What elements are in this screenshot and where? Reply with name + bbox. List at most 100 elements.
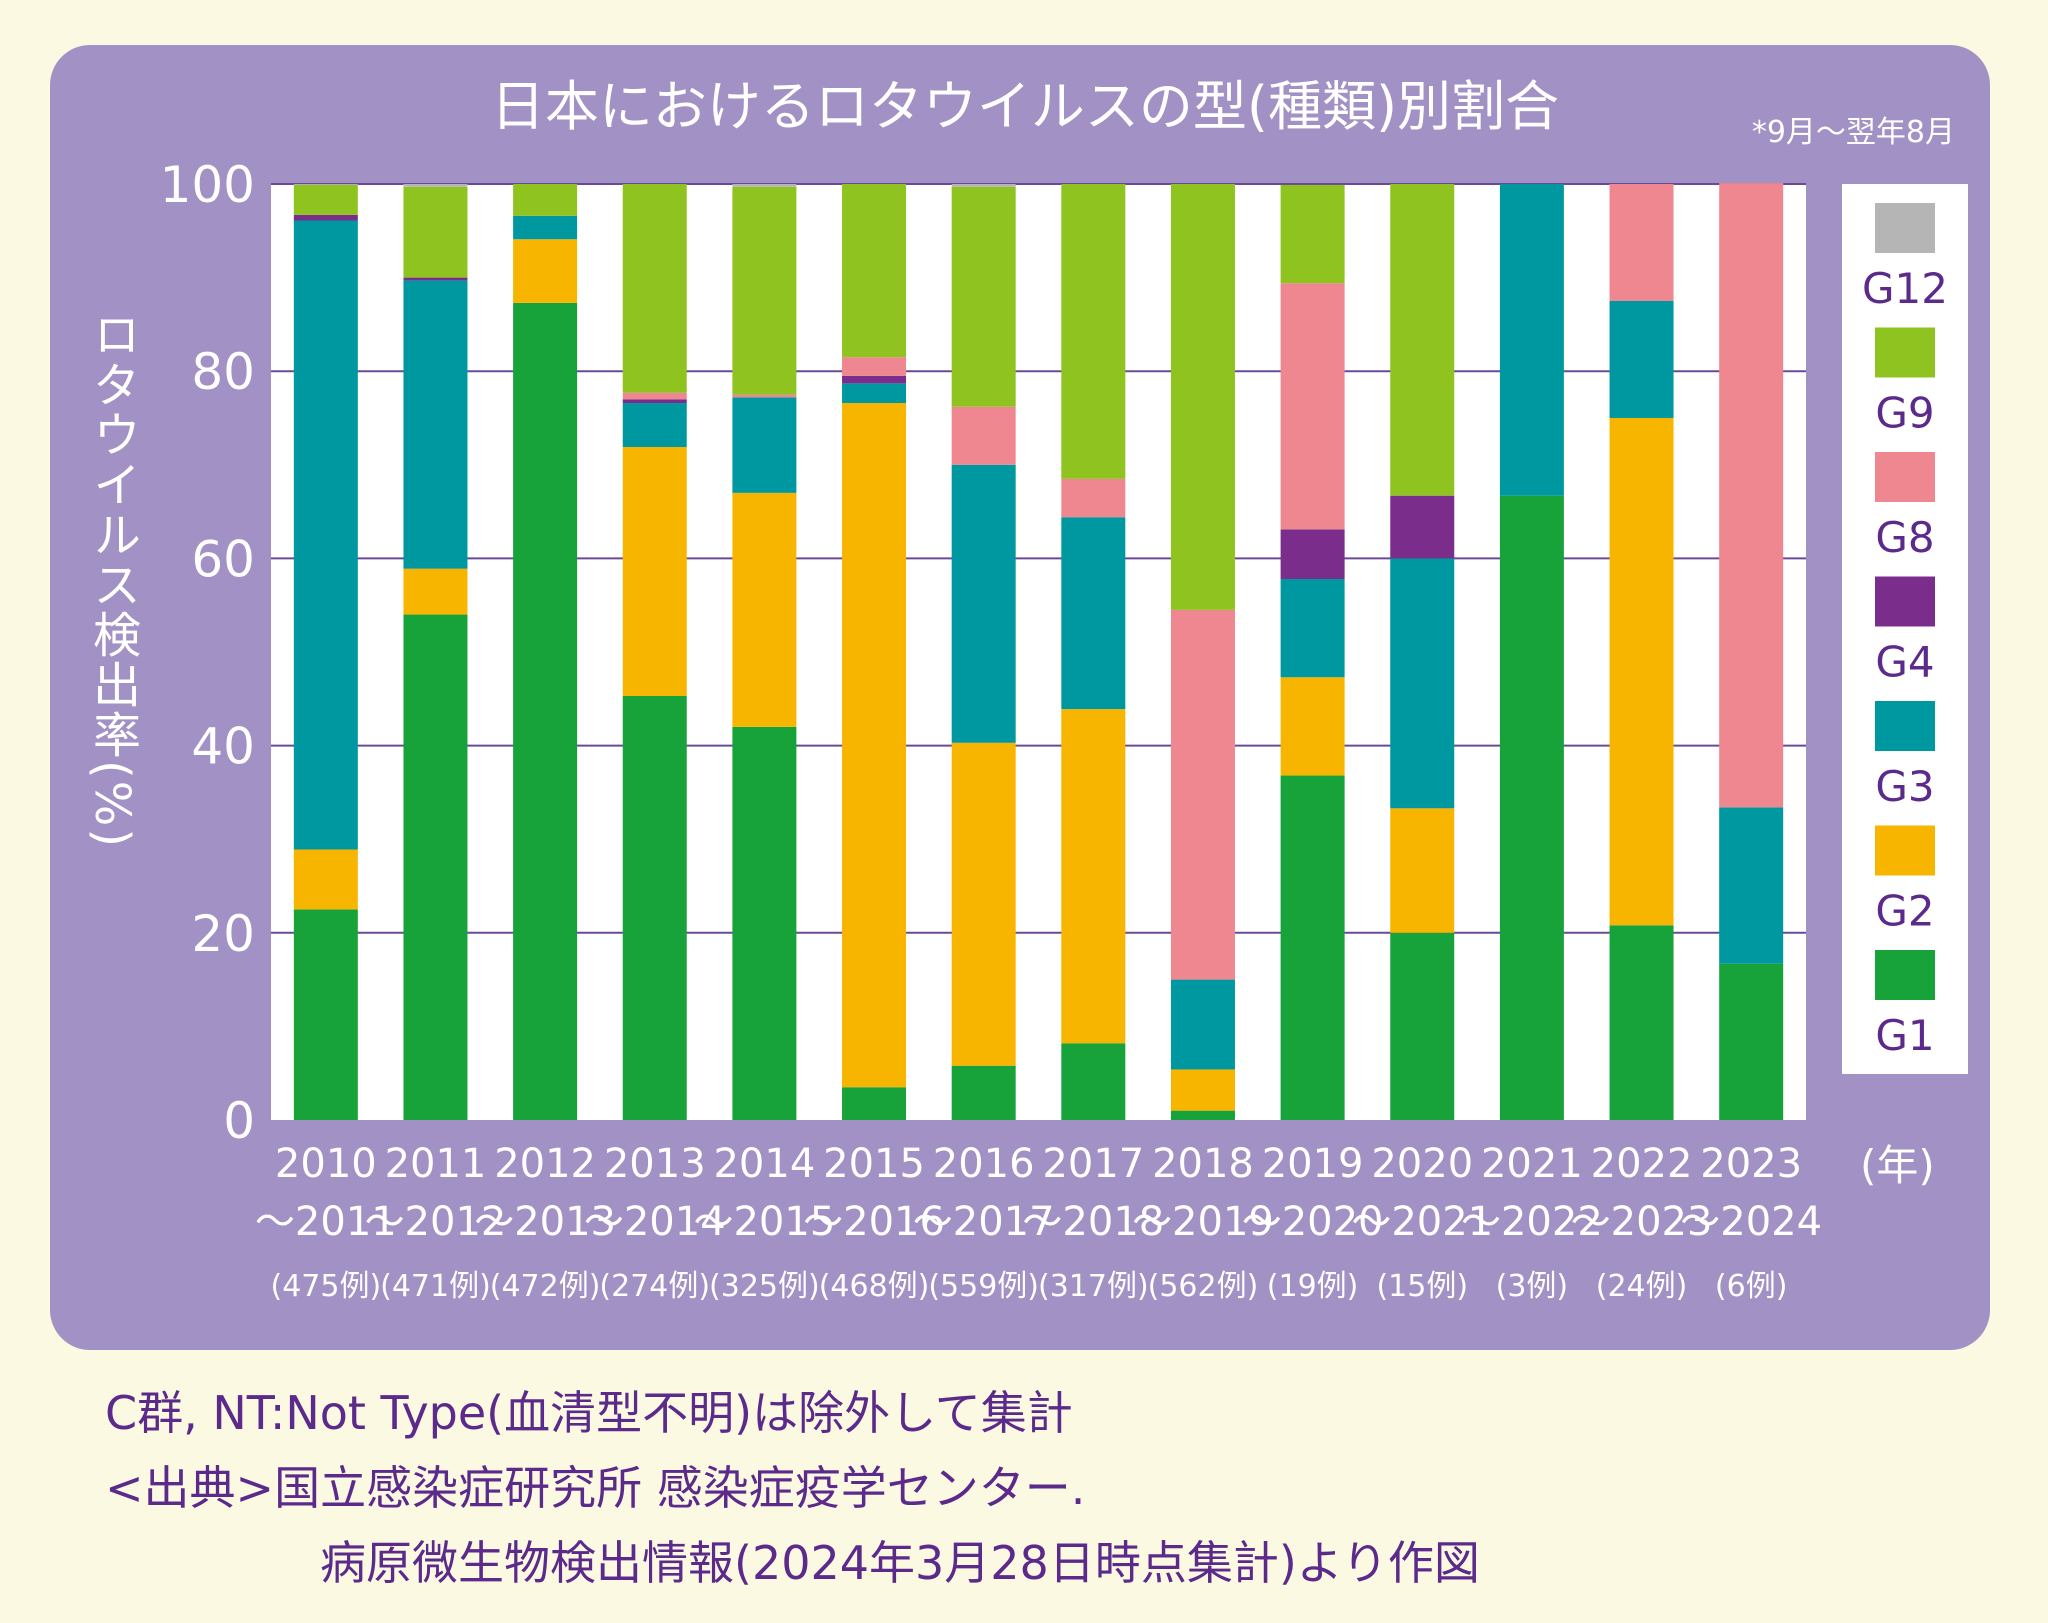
bar-2022-g1 bbox=[1609, 925, 1674, 1120]
x-tick-year-2018: 2018 bbox=[1152, 1141, 1254, 1187]
bar-2015-g1 bbox=[842, 1087, 907, 1120]
bar-2013-g2 bbox=[622, 447, 687, 696]
bar-2013-g9 bbox=[622, 184, 687, 393]
bar-2015-g2 bbox=[842, 403, 907, 1088]
x-tick-year-2013: 2013 bbox=[604, 1141, 706, 1187]
bar-2013-g8 bbox=[622, 392, 687, 400]
x-tick-labels: 2010 〜2011 (475例) 2011 〜2012 (471例) 2012 〜2013 (… bbox=[255, 1141, 1822, 1304]
bar-2016-g2 bbox=[951, 742, 1016, 1066]
x-tick-year-2022: 2022 bbox=[1591, 1141, 1693, 1187]
bars bbox=[293, 183, 1784, 1120]
bar-2010-g9 bbox=[293, 184, 358, 215]
x-tick-range-2010: 〜2011 bbox=[255, 1199, 397, 1245]
chart-panel: 日本におけるロタウイルスの型(種類)別割合 *9月〜翌年8月 ロタウイルス検出率… bbox=[50, 45, 1990, 1350]
x-tick-year-2011: 2011 bbox=[385, 1141, 487, 1187]
x-tick-year-2023: 2023 bbox=[1700, 1141, 1802, 1187]
stacked-bar-chart: 日本におけるロタウイルスの型(種類)別割合 *9月〜翌年8月 ロタウイルス検出率… bbox=[84, 75, 1968, 1304]
bar-2019-g4 bbox=[1280, 529, 1345, 579]
bar-2011-g2 bbox=[403, 568, 468, 615]
bar-2014-g12 bbox=[732, 184, 797, 187]
x-tick-year-2015: 2015 bbox=[823, 1141, 925, 1187]
x-tick-range-2022: 〜2023 bbox=[1571, 1199, 1713, 1245]
bar-2014-g2 bbox=[732, 492, 797, 727]
bar-2010-g1 bbox=[293, 909, 358, 1120]
bar-2022-g3 bbox=[1609, 301, 1674, 418]
y-tick-60: 60 bbox=[191, 530, 255, 588]
y-axis-label: ロタウイルス検出率(%) bbox=[84, 310, 140, 849]
x-tick-count-2010: (475例) bbox=[270, 1269, 381, 1304]
x-tick-count-2014: (325例) bbox=[709, 1269, 820, 1304]
bar-2012-g3 bbox=[513, 215, 578, 240]
x-tick-count-2012: (472例) bbox=[490, 1269, 601, 1304]
bar-2018-g8 bbox=[1170, 609, 1235, 980]
legend-swatch-g8 bbox=[1875, 452, 1935, 502]
bar-2015-g9 bbox=[842, 184, 907, 358]
x-tick-range-2017: 〜2018 bbox=[1022, 1199, 1164, 1245]
bar-2020-g3 bbox=[1390, 558, 1455, 809]
bar-2019-g9 bbox=[1280, 184, 1345, 284]
x-tick-count-2022: (24例) bbox=[1596, 1269, 1688, 1304]
bar-2018-g2 bbox=[1170, 1069, 1235, 1111]
exclusion-note: C群, NT:Not Type(血清型不明)は除外して集計 bbox=[105, 1386, 1073, 1440]
bar-2023-g8 bbox=[1719, 183, 1784, 808]
bar-2021-g1 bbox=[1499, 495, 1564, 1120]
source-detail: 病原微生物検出情報(2024年3月28日時点集計)より作図 bbox=[320, 1536, 1480, 1590]
bar-2022-g2 bbox=[1609, 418, 1674, 926]
x-tick-range-2011: 〜2012 bbox=[365, 1199, 507, 1245]
bar-2015-g3 bbox=[842, 383, 907, 404]
x-tick-year-2017: 2017 bbox=[1042, 1141, 1144, 1187]
y-tick-80: 80 bbox=[191, 343, 255, 401]
bar-2020-g9 bbox=[1390, 184, 1455, 496]
legend-label-g3: G3 bbox=[1875, 762, 1934, 811]
bar-2012-g9 bbox=[513, 184, 578, 216]
bar-2015-g8 bbox=[842, 357, 907, 376]
x-tick-year-2012: 2012 bbox=[494, 1141, 596, 1187]
y-tick-0: 0 bbox=[223, 1092, 255, 1150]
plot-area bbox=[271, 184, 1806, 1120]
period-note: *9月〜翌年8月 bbox=[1752, 115, 1955, 150]
bar-2016-g3 bbox=[951, 464, 1016, 743]
legend-label-g12: G12 bbox=[1862, 264, 1948, 313]
x-tick-count-2017: (317例) bbox=[1038, 1269, 1149, 1304]
bar-2010-g3 bbox=[293, 220, 358, 850]
x-tick-year-2016: 2016 bbox=[933, 1141, 1035, 1187]
legend-label-g9: G9 bbox=[1875, 389, 1934, 438]
legend-box bbox=[1842, 184, 1968, 1074]
x-tick-count-2016: (559例) bbox=[928, 1269, 1039, 1304]
bar-2019-g3 bbox=[1280, 578, 1345, 678]
x-tick-year-2010: 2010 bbox=[275, 1141, 377, 1187]
bar-2013-g1 bbox=[622, 695, 687, 1120]
x-tick-range-2020: 〜2021 bbox=[1351, 1199, 1493, 1245]
bar-2016-g9 bbox=[951, 186, 1016, 407]
x-tick-range-2023: 〜2024 bbox=[1680, 1199, 1822, 1245]
y-tick-40: 40 bbox=[191, 718, 255, 776]
bar-2011-g1 bbox=[403, 614, 468, 1120]
x-tick-count-2021: (3例) bbox=[1496, 1269, 1569, 1304]
bar-2011-g12 bbox=[403, 184, 468, 187]
x-tick-range-2014: 〜2015 bbox=[693, 1199, 835, 1245]
bar-2019-g1 bbox=[1280, 775, 1345, 1120]
y-tick-20: 20 bbox=[191, 905, 255, 963]
x-tick-count-2019: (19例) bbox=[1267, 1269, 1359, 1304]
legend-swatch-g4 bbox=[1875, 576, 1935, 627]
x-tick-year-2021: 2021 bbox=[1481, 1141, 1583, 1187]
bar-2014-g8 bbox=[732, 394, 797, 398]
bar-2016-g1 bbox=[951, 1065, 1016, 1120]
bar-2019-g2 bbox=[1280, 677, 1345, 776]
x-tick-count-2013: (274例) bbox=[599, 1269, 710, 1304]
bar-2017-g1 bbox=[1061, 1043, 1126, 1120]
x-tick-count-2015: (468例) bbox=[819, 1269, 930, 1304]
x-tick-count-2011: (471例) bbox=[380, 1269, 491, 1304]
x-tick-count-2023: (6例) bbox=[1715, 1269, 1788, 1304]
x-tick-range-2018: 〜2019 bbox=[1132, 1199, 1274, 1245]
legend-swatch-g1 bbox=[1875, 950, 1935, 1000]
bar-2019-g8 bbox=[1280, 283, 1345, 530]
bar-2013-g4 bbox=[622, 399, 687, 404]
bar-2022-g8 bbox=[1609, 184, 1674, 301]
legend-label-g2: G2 bbox=[1875, 887, 1934, 936]
bar-2018-g1 bbox=[1170, 1110, 1235, 1120]
x-tick-count-2018: (562例) bbox=[1148, 1269, 1259, 1304]
x-tick-range-2019: 〜2020 bbox=[1242, 1199, 1384, 1245]
bar-2020-g1 bbox=[1390, 932, 1455, 1120]
bar-2017-g9 bbox=[1061, 184, 1126, 479]
